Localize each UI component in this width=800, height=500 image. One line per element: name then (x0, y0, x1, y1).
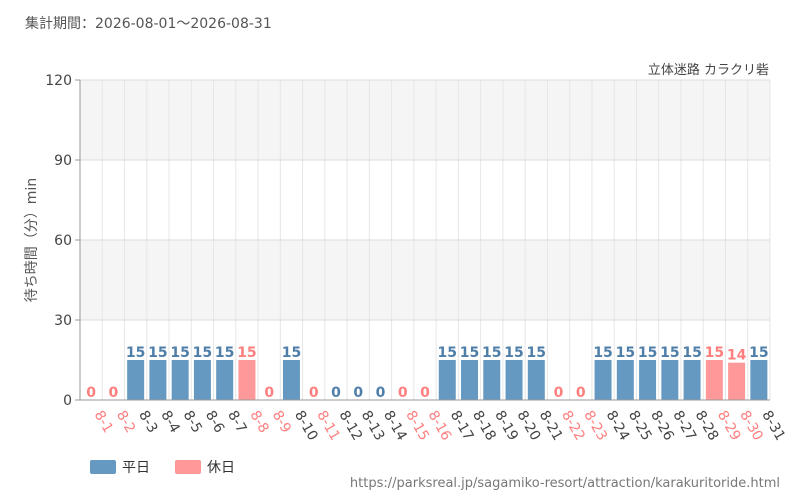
data-label-8-1: 0 (86, 385, 96, 401)
data-label-8-22: 0 (554, 385, 564, 401)
y-axis-ticks: 0 30 60 90 120 (45, 73, 80, 409)
data-label-8-13: 0 (353, 385, 363, 401)
bar-8-20 (505, 360, 523, 400)
bars (127, 360, 768, 400)
data-label-8-2: 0 (109, 385, 119, 401)
plot-band (80, 160, 770, 240)
data-label-8-14: 0 (376, 385, 386, 401)
chart-subtitle: 立体迷路 カラクリ砦 (648, 62, 769, 78)
bar-8-10 (282, 360, 300, 400)
x-tick-label-8-3: 8-3 (135, 408, 160, 436)
x-tick-label-8-8: 8-8 (246, 408, 271, 436)
y-tick-label: 30 (54, 313, 72, 329)
x-axis-ticks: 8-18-28-38-48-58-68-78-88-98-108-118-128… (91, 408, 788, 444)
data-label-8-26: 15 (638, 345, 657, 361)
data-label-8-29: 15 (705, 345, 724, 361)
bar-8-30 (728, 362, 746, 400)
x-tick-label-8-2: 8-2 (113, 408, 138, 436)
legend-label-weekday: 平日 (122, 460, 150, 476)
bar-8-25 (616, 360, 634, 400)
data-label-8-6: 15 (193, 345, 212, 361)
x-tick-label-8-1: 8-1 (91, 408, 116, 436)
bar-8-19 (483, 360, 501, 400)
data-label-8-8: 15 (237, 345, 256, 361)
plot-band (80, 80, 770, 160)
x-tick-label-8-6: 8-6 (202, 408, 227, 436)
y-tick-label: 90 (54, 153, 72, 169)
source-url: https://parksreal.jp/sagamiko-resort/att… (350, 476, 780, 491)
data-label-8-24: 15 (593, 345, 612, 361)
data-label-8-25: 15 (616, 345, 635, 361)
bar-8-18 (461, 360, 479, 400)
bar-8-8 (238, 360, 256, 400)
data-label-8-3: 15 (126, 345, 145, 361)
data-label-8-19: 15 (482, 345, 501, 361)
y-axis-label: 待ち時間（分）min (24, 178, 40, 302)
data-label-8-28: 15 (682, 345, 701, 361)
bar-8-7 (216, 360, 234, 400)
bar-8-31 (750, 360, 768, 400)
data-label-8-17: 15 (438, 345, 457, 361)
legend-swatch-holiday (175, 460, 201, 474)
bar-8-17 (438, 360, 456, 400)
data-label-8-5: 15 (170, 345, 189, 361)
bar-8-26 (639, 360, 657, 400)
data-label-8-21: 15 (527, 345, 546, 361)
bar-8-4 (149, 360, 167, 400)
legend: 平日 休日 (90, 460, 235, 476)
data-label-8-20: 15 (504, 345, 523, 361)
bar-8-27 (661, 360, 679, 400)
data-label-8-12: 0 (331, 385, 341, 401)
data-label-8-15: 0 (398, 385, 408, 401)
bar-8-21 (527, 360, 545, 400)
data-label-8-23: 0 (576, 385, 586, 401)
bar-8-29 (705, 360, 723, 400)
y-tick-label: 60 (54, 233, 72, 249)
x-tick-label-8-5: 8-5 (180, 408, 205, 436)
x-tick-label-8-7: 8-7 (224, 408, 249, 436)
y-tick-label: 120 (45, 73, 72, 89)
legend-swatch-weekday (90, 460, 116, 474)
data-label-8-9: 0 (264, 385, 274, 401)
bar-8-3 (127, 360, 145, 400)
bar-8-5 (171, 360, 189, 400)
legend-label-holiday: 休日 (207, 460, 235, 476)
plot-background (80, 80, 770, 400)
data-label-8-31: 15 (749, 345, 768, 361)
data-label-8-30: 14 (727, 348, 747, 364)
data-label-8-7: 15 (215, 345, 234, 361)
bar-8-6 (193, 360, 211, 400)
data-label-8-11: 0 (309, 385, 319, 401)
data-label-8-10: 15 (282, 345, 301, 361)
bar-8-28 (683, 360, 701, 400)
data-label-8-27: 15 (660, 345, 679, 361)
bar-8-24 (594, 360, 612, 400)
x-tick-label-8-4: 8-4 (157, 408, 182, 436)
plot-band (80, 240, 770, 320)
x-tick-label-8-9: 8-9 (269, 408, 294, 436)
data-label-8-16: 0 (420, 385, 430, 401)
data-label-8-4: 15 (148, 345, 167, 361)
period-label: 集計期間：2026-08-01～2026-08-31 (25, 15, 272, 32)
y-tick-label: 0 (63, 393, 72, 409)
data-label-8-18: 15 (460, 345, 479, 361)
x-tick-label-8-31: 8-31 (758, 408, 788, 444)
